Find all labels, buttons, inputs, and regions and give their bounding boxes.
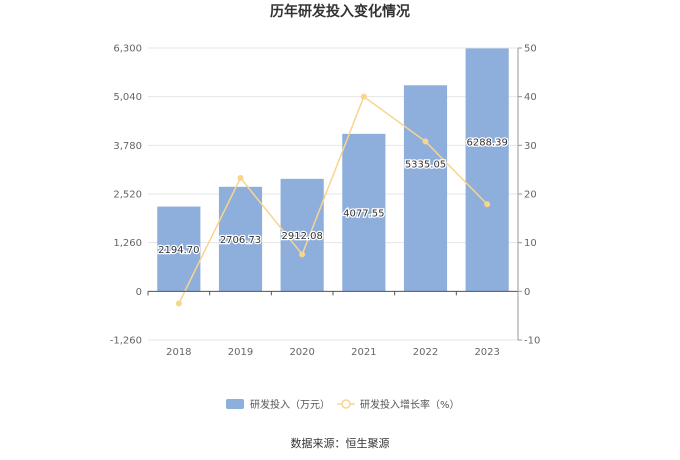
x-tick-label: 2023 — [474, 347, 499, 358]
bar[interactable] — [465, 48, 509, 292]
bar[interactable] — [403, 85, 448, 292]
x-tick-label: 2018 — [166, 347, 191, 358]
bar[interactable] — [280, 178, 324, 292]
axes-layer: 6,300 5,040 3,780 2,520 1,260 0 -1,260 50 40 30 20… — [110, 44, 541, 359]
bar-value-label: 6288.39 — [466, 138, 507, 149]
y-right-tick-label: 40 — [524, 92, 537, 103]
y-left-tick-label: 1,260 — [113, 238, 142, 249]
legend-swatch-bar — [226, 399, 244, 409]
data-source: 数据来源：恒生聚源 — [291, 436, 390, 450]
legend-swatch-marker — [341, 399, 351, 409]
bar-value-label: 5335.05 — [405, 160, 446, 171]
bar-value-label: 2194.70 — [158, 245, 199, 256]
bar[interactable] — [218, 186, 263, 292]
chart-title: 历年研发投入变化情况 — [270, 3, 410, 20]
bar-value-label: 2706.73 — [220, 235, 261, 246]
y-left-tick-label: 0 — [136, 287, 142, 298]
bar[interactable] — [157, 206, 201, 292]
y-right-tick-label: 20 — [524, 190, 537, 201]
bar[interactable] — [342, 133, 386, 292]
line-point[interactable] — [422, 138, 429, 145]
line-point[interactable] — [237, 174, 244, 181]
line-point[interactable] — [360, 93, 367, 100]
line-point[interactable] — [175, 300, 182, 307]
y-right-tick-label: -10 — [524, 336, 540, 347]
legend-label-line: 研发投入增长率（%） — [360, 398, 460, 411]
y-left-tick-label: 5,040 — [113, 92, 142, 103]
y-right-tick-label: 30 — [524, 141, 537, 152]
line-point[interactable] — [484, 201, 491, 208]
y-left-tick-label: 3,780 — [113, 141, 142, 152]
growth-rate-line — [178, 95, 488, 304]
x-tick-label: 2019 — [228, 347, 253, 358]
grid-layer — [148, 47, 518, 341]
x-tick-label: 2020 — [289, 347, 314, 358]
bar-value-label: 2912.08 — [281, 231, 322, 242]
y-left-tick-label: -1,260 — [110, 336, 142, 347]
legend-label-bar: 研发投入（万元） — [250, 398, 330, 411]
x-tick-label: 2021 — [351, 347, 376, 358]
y-right-tick-label: 10 — [524, 238, 537, 249]
legend[interactable]: 研发投入（万元） 研发投入增长率（%） — [226, 398, 460, 411]
data-labels-layer: 2194.70 2706.73 2912.08 4077.55 5335.05 6288.… — [157, 136, 509, 257]
bar-value-label: 4077.55 — [343, 209, 384, 220]
line-layer — [175, 93, 491, 307]
y-left-tick-label: 2,520 — [113, 190, 142, 201]
y-right-tick-label: 50 — [524, 44, 537, 55]
x-tick-label: 2022 — [413, 347, 438, 358]
bars-layer — [157, 48, 509, 292]
line-point[interactable] — [299, 251, 306, 258]
y-left-tick-label: 6,300 — [113, 44, 142, 55]
y-right-tick-label: 0 — [524, 287, 530, 298]
